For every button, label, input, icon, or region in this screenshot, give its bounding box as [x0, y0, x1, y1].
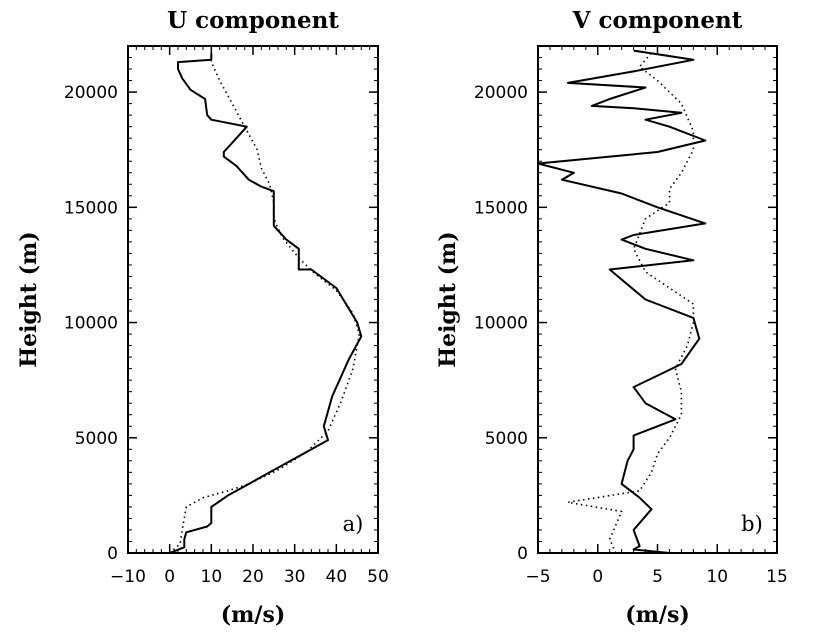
plot-frame: [127, 45, 379, 554]
x-tick-label: −5: [525, 567, 550, 587]
x-tick-label: 10: [201, 567, 223, 587]
y-tick-label: 0: [517, 544, 528, 564]
x-tick-label: −10: [110, 567, 146, 587]
y-axis-title: Height (m): [16, 231, 42, 367]
series-line-solid: [537, 49, 707, 554]
x-tick-label: 30: [284, 567, 306, 587]
panel-v-component: V component Height (m) (m/s) b) −5 0 5 10 15…: [435, 7, 788, 628]
y-axis-title: Height (m): [435, 231, 461, 367]
y-tick-label: 5000: [485, 429, 528, 449]
chart-title: V component: [572, 7, 743, 34]
x-tick-label: 0: [164, 567, 175, 587]
y-tick-label: 5000: [75, 429, 118, 449]
x-tick-label: 5: [652, 567, 663, 587]
x-tick-label: 10: [706, 567, 728, 587]
x-tick-label: 20: [242, 567, 264, 587]
plot-frame: [537, 45, 778, 554]
y-tick-label: 20000: [64, 83, 118, 103]
y-tick-label: 20000: [474, 83, 528, 103]
x-axis-title: (m/s): [625, 602, 690, 628]
chart-title: U component: [167, 7, 339, 34]
x-tick-label: 15: [766, 567, 788, 587]
x-tick-label: 40: [326, 567, 348, 587]
x-axis-title: (m/s): [221, 602, 286, 628]
y-tick-label: 10000: [64, 314, 118, 334]
panel-label: a): [343, 512, 364, 536]
y-tick-label: 0: [107, 544, 118, 564]
series-line-solid: [169, 52, 363, 554]
panel-label: b): [741, 512, 763, 536]
panel-u-component: U component Height (m) (m/s) a) −10 0 10 20…: [16, 7, 389, 628]
y-tick-label: 10000: [474, 314, 528, 334]
series-line-dotted: [567, 52, 695, 554]
y-tick-label: 15000: [474, 198, 528, 218]
series-line-dotted: [169, 52, 361, 554]
y-tick-label: 15000: [64, 198, 118, 218]
x-tick-label: 0: [592, 567, 603, 587]
x-tick-label: 50: [367, 567, 389, 587]
